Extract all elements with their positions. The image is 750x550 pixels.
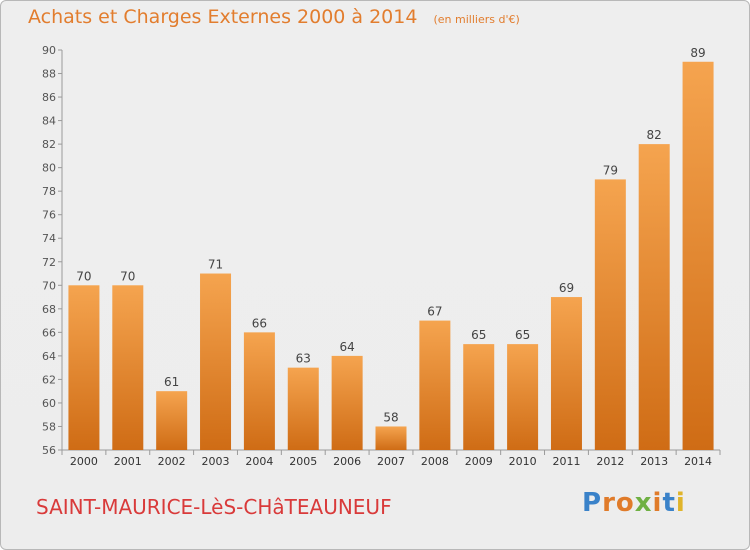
bar bbox=[463, 344, 495, 450]
bar bbox=[507, 344, 539, 450]
chart-title: Achats et Charges Externes 2000 à 2014 bbox=[28, 6, 418, 28]
logo-letter: r bbox=[602, 488, 616, 518]
data-label: 66 bbox=[252, 316, 267, 330]
x-tick-label: 2001 bbox=[114, 455, 142, 468]
y-tick-label: 90 bbox=[42, 44, 56, 57]
bar bbox=[375, 426, 407, 450]
chart-title-block: Achats et Charges Externes 2000 à 2014 (… bbox=[28, 6, 520, 28]
y-tick-label: 86 bbox=[42, 91, 56, 104]
y-tick-label: 70 bbox=[42, 279, 56, 292]
x-tick-label: 2002 bbox=[158, 455, 186, 468]
y-tick-label: 62 bbox=[42, 373, 56, 386]
x-tick-label: 2006 bbox=[333, 455, 361, 468]
data-label: 70 bbox=[76, 269, 91, 283]
data-label: 89 bbox=[690, 46, 705, 60]
y-tick-label: 74 bbox=[42, 232, 56, 245]
x-tick-label: 2000 bbox=[70, 455, 98, 468]
x-tick-label: 2007 bbox=[377, 455, 405, 468]
y-tick-label: 66 bbox=[42, 326, 56, 339]
x-tick-label: 2009 bbox=[465, 455, 493, 468]
logo-letter: x bbox=[634, 488, 653, 518]
y-tick-label: 88 bbox=[42, 68, 56, 81]
proxiti-logo[interactable]: Proxiti bbox=[582, 488, 686, 518]
y-tick-label: 84 bbox=[42, 115, 56, 128]
x-tick-label: 2012 bbox=[596, 455, 624, 468]
data-label: 71 bbox=[208, 258, 223, 272]
x-tick-label: 2013 bbox=[640, 455, 668, 468]
y-tick-label: 82 bbox=[42, 138, 56, 151]
data-label: 79 bbox=[603, 163, 618, 177]
bar bbox=[594, 179, 626, 451]
y-tick-label: 56 bbox=[42, 444, 56, 457]
x-tick-label: 2004 bbox=[245, 455, 273, 468]
bar bbox=[682, 61, 714, 450]
bar bbox=[112, 285, 144, 450]
y-tick-label: 64 bbox=[42, 350, 56, 363]
data-label: 69 bbox=[559, 281, 574, 295]
bar bbox=[638, 144, 670, 450]
logo-letter: i bbox=[652, 488, 663, 518]
y-tick-label: 58 bbox=[42, 420, 56, 433]
chart-subtitle: (en milliers d'€) bbox=[433, 13, 520, 26]
y-tick-label: 78 bbox=[42, 185, 56, 198]
bar bbox=[200, 273, 232, 450]
data-label: 82 bbox=[647, 128, 662, 142]
data-label: 67 bbox=[427, 305, 442, 319]
bar bbox=[68, 285, 100, 450]
y-tick-label: 68 bbox=[42, 303, 56, 316]
bar bbox=[331, 355, 363, 450]
bar bbox=[243, 332, 275, 450]
x-tick-label: 2005 bbox=[289, 455, 317, 468]
data-label: 65 bbox=[515, 328, 530, 342]
data-label: 70 bbox=[120, 269, 135, 283]
data-label: 65 bbox=[471, 328, 486, 342]
data-label: 58 bbox=[383, 410, 398, 424]
bar bbox=[156, 391, 188, 450]
commune-name: SAINT-MAURICE-LèS-CHâTEAUNEUF bbox=[36, 495, 392, 519]
y-tick-label: 72 bbox=[42, 256, 56, 269]
x-tick-label: 2011 bbox=[552, 455, 580, 468]
data-label: 63 bbox=[296, 352, 311, 366]
x-tick-label: 2014 bbox=[684, 455, 712, 468]
logo-letter: o bbox=[615, 488, 635, 518]
data-label: 64 bbox=[339, 340, 354, 354]
y-tick-label: 60 bbox=[42, 397, 56, 410]
bar bbox=[550, 297, 582, 450]
y-tick-label: 76 bbox=[42, 209, 56, 222]
bar bbox=[419, 320, 451, 450]
x-tick-label: 2010 bbox=[509, 455, 537, 468]
data-label: 61 bbox=[164, 375, 179, 389]
logo-letter: t bbox=[662, 488, 676, 518]
logo-letter: P bbox=[582, 488, 603, 518]
bar bbox=[287, 367, 319, 450]
y-tick-label: 80 bbox=[42, 162, 56, 175]
logo-letter: i bbox=[675, 488, 686, 518]
x-tick-label: 2008 bbox=[421, 455, 449, 468]
x-tick-label: 2003 bbox=[202, 455, 230, 468]
